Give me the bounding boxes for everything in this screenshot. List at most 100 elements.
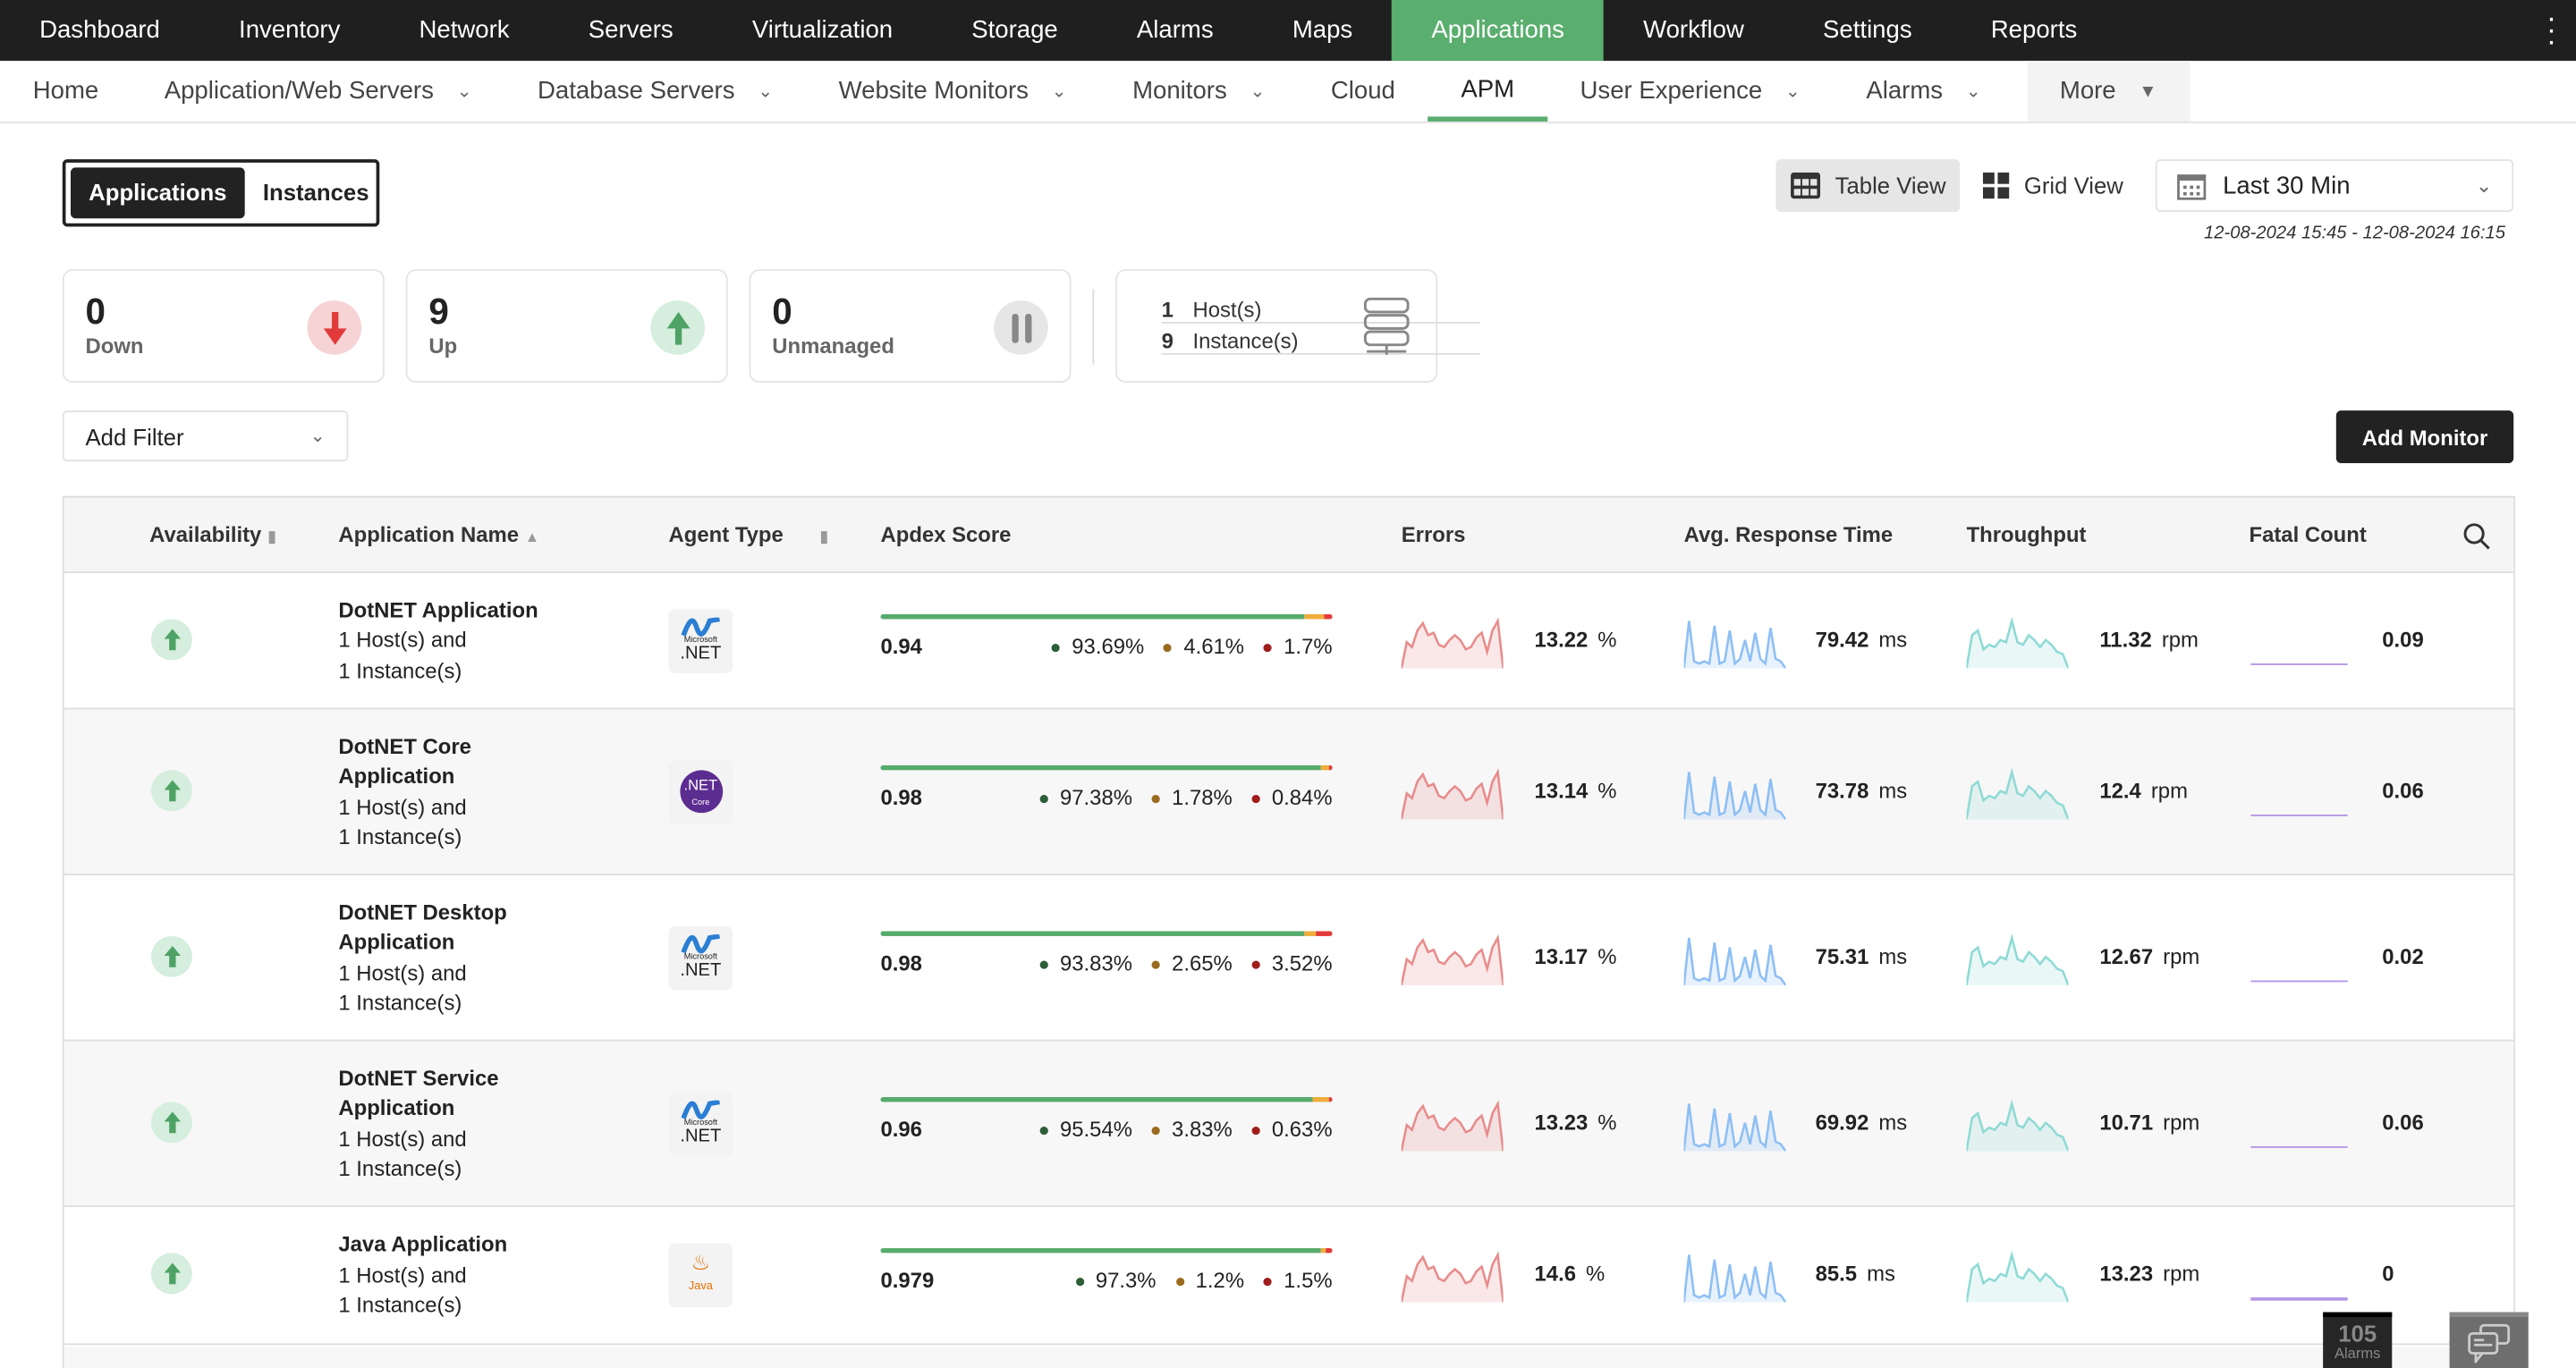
search-icon[interactable] — [2462, 522, 2490, 550]
response-time-sparkline — [1683, 1254, 1786, 1303]
hosts-card[interactable]: 1 Host(s) 9 Instance(s) — [1115, 269, 1480, 383]
apdex-tolerating-segment — [1303, 613, 1325, 619]
throughput-value: 11.32 rpm — [2099, 626, 2199, 652]
response-time-value: 79.42 ms — [1815, 626, 1908, 652]
topnav-item-inventory[interactable]: Inventory — [239, 16, 341, 45]
comment-icon: ▮ — [267, 528, 277, 547]
subnav-item-user-experience[interactable]: User Experience ⌄ — [1547, 61, 1834, 122]
app-instances: 1 Instance(s) — [338, 824, 462, 849]
fatal-sparkline — [2250, 979, 2348, 983]
response-time-value: 69.92 ms — [1815, 1109, 1908, 1135]
app-name-link[interactable]: DotNET Service Application — [338, 1065, 499, 1120]
errors-value: 13.14% — [1534, 777, 1617, 803]
apdex-tolerating-segment — [1312, 1096, 1330, 1102]
topnav-item-alarms[interactable]: Alarms — [1136, 16, 1214, 45]
apdex-tolerating-segment — [1320, 764, 1329, 770]
topnav-item-workflow[interactable]: Workflow — [1643, 16, 1744, 45]
errors-sparkline — [1401, 933, 1504, 985]
table-view-button[interactable]: Table View — [1775, 159, 1962, 212]
subnav-item-application-web-servers[interactable]: Application/Web Servers ⌄ — [131, 61, 504, 122]
table-row[interactable]: DotNET Application 1 Host(s) and 1 Instanc… — [64, 573, 2514, 710]
topnav-item-maps[interactable]: Maps — [1292, 16, 1353, 45]
app-instances: 1 Instance(s) — [338, 1292, 462, 1318]
agent-logo: Microsoft .NET — [668, 608, 733, 673]
up-count: 9 — [428, 291, 449, 333]
topnav-item-applications[interactable]: Applications — [1392, 0, 1605, 61]
subnav-item-apm[interactable]: APM — [1428, 61, 1547, 122]
col-availability-label: Availability — [149, 522, 262, 547]
table-row[interactable]: DotNET Service Application 1 Host(s) and 1… — [64, 1041, 2514, 1208]
table-row[interactable]: DotNET Core Application 1 Host(s) and 1 In… — [64, 709, 2514, 875]
down-count: 0 — [85, 291, 106, 333]
arrow-up-icon — [650, 300, 705, 355]
table-row[interactable]: DotNET Desktop Application 1 Host(s) and 1… — [64, 875, 2514, 1042]
toggle-instances[interactable]: Instances — [262, 179, 369, 206]
apdex-score: 0.98 — [880, 784, 922, 809]
frustrated-pct: 0.63% — [1251, 1116, 1333, 1141]
response-time-sparkline — [1683, 936, 1786, 985]
table-row[interactable]: Java Application 1 Host(s) and 1 Instance(… — [64, 1207, 2514, 1346]
agent-logo: ♨ Java — [668, 1243, 733, 1308]
col-agent-type[interactable]: Agent Type ▮ — [669, 522, 829, 547]
alarm-count: 105 — [2338, 1320, 2377, 1347]
app-hosts: 1 Host(s) and — [338, 1126, 467, 1151]
subnav-more[interactable]: More ▼ — [2027, 60, 2190, 122]
server-icon — [1363, 297, 1410, 355]
subnav-item-monitors[interactable]: Monitors ⌄ — [1099, 61, 1298, 122]
apdex-frustrated-segment — [1329, 1096, 1333, 1102]
topnav-item-servers[interactable]: Servers — [588, 16, 674, 45]
subnav-item-home[interactable]: Home — [0, 61, 131, 122]
throughput-sparkline — [1966, 615, 2069, 668]
more-menu-icon[interactable]: · · · — [2546, 1, 2556, 58]
errors-sparkline — [1401, 1099, 1504, 1151]
subnav-item-cloud[interactable]: Cloud — [1298, 61, 1428, 122]
app-name-link[interactable]: DotNET Core Application — [338, 733, 471, 789]
col-throughput[interactable]: Throughput — [1966, 522, 2087, 547]
date-range-text: 12-08-2024 15:45 - 12-08-2024 16:15 — [2204, 223, 2506, 243]
grid-view-button[interactable]: Grid View — [1968, 159, 2138, 212]
alarms-badge[interactable]: 105 Alarms — [2323, 1312, 2393, 1368]
subnav-label: Home — [32, 77, 99, 106]
arrow-down-icon — [307, 300, 362, 355]
tolerating-pct: 4.61% — [1164, 633, 1244, 658]
col-application-name[interactable]: Application Name ▲ — [338, 522, 539, 547]
subnav-item-alarms[interactable]: Alarms ⌄ — [1834, 61, 2014, 122]
topnav-item-reports[interactable]: Reports — [1990, 16, 2078, 45]
time-range-select[interactable]: Last 30 Min ⌄ — [2155, 159, 2514, 212]
topnav-item-settings[interactable]: Settings — [1823, 16, 1912, 45]
app-hosts: 1 Host(s) and — [338, 959, 467, 985]
subnav-item-database-servers[interactable]: Database Servers ⌄ — [504, 61, 806, 122]
up-card[interactable]: 9 Up — [405, 269, 728, 383]
unmanaged-card[interactable]: 0 Unmanaged — [749, 269, 1072, 383]
fatal-sparkline — [2250, 663, 2348, 665]
chat-button[interactable] — [2449, 1312, 2529, 1368]
add-monitor-button[interactable]: Add Monitor — [2335, 410, 2514, 463]
topnav-item-storage[interactable]: Storage — [971, 16, 1058, 45]
apdex-tolerating-segment — [1304, 930, 1317, 936]
col-availability[interactable]: Availability ▮ — [149, 522, 276, 547]
apdex-frustrated-segment — [1316, 930, 1333, 936]
subnav-item-website-monitors[interactable]: Website Monitors ⌄ — [806, 61, 1099, 122]
col-fatal-count[interactable]: Fatal Count — [2249, 522, 2367, 547]
table-row[interactable] — [64, 1347, 2514, 1368]
down-card[interactable]: 0 Down — [62, 269, 385, 383]
frustrated-pct: 0.84% — [1251, 784, 1333, 809]
col-apdex[interactable]: Apdex Score — [880, 522, 1012, 547]
grid-view-label: Grid View — [2023, 172, 2123, 199]
col-errors[interactable]: Errors — [1401, 522, 1466, 547]
subnav-label: Cloud — [1330, 77, 1395, 106]
app-name-link[interactable]: Java Application — [338, 1232, 508, 1257]
topnav-item-network[interactable]: Network — [419, 16, 510, 45]
col-response-time[interactable]: Avg. Response Time — [1683, 522, 1894, 547]
app-name-link[interactable]: DotNET Application — [338, 597, 538, 622]
topnav-item-dashboard[interactable]: Dashboard — [39, 16, 160, 45]
fatal-count-value: 0.06 — [2382, 1109, 2424, 1135]
app-name-link[interactable]: DotNET Desktop Application — [338, 899, 507, 955]
apdex-satisfied-segment — [880, 1247, 1320, 1254]
toggle-applications[interactable]: Applications — [70, 167, 245, 219]
app-hosts: 1 Host(s) and — [338, 1262, 467, 1288]
divider — [1092, 289, 1095, 365]
topnav-item-virtualization[interactable]: Virtualization — [751, 16, 894, 45]
add-filter-label: Add Filter — [85, 422, 184, 450]
add-filter-dropdown[interactable]: Add Filter ⌄ — [62, 410, 349, 462]
